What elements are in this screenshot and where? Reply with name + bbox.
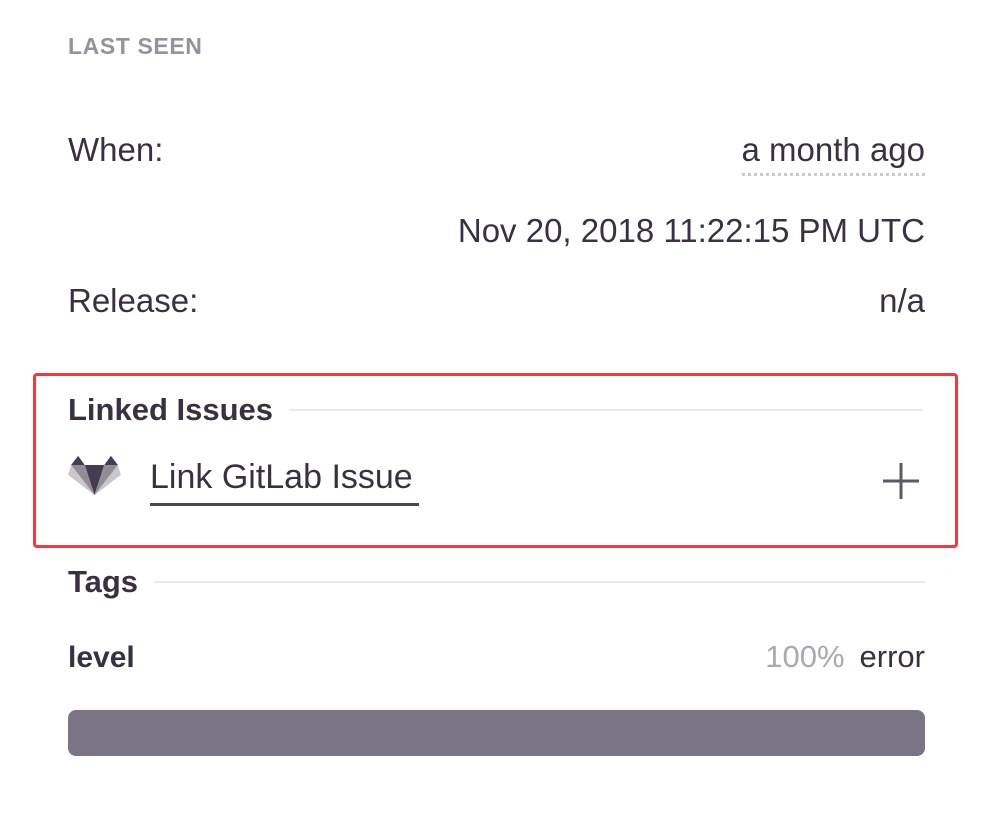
when-label: When: <box>68 131 164 168</box>
link-gitlab-issue-link[interactable]: Link GitLab Issue <box>150 456 419 506</box>
tags-heading: Tags <box>68 563 925 601</box>
heading-divider-line <box>154 581 925 583</box>
linked-issues-highlight-box: Linked Issues Link GitLab Issue <box>33 373 958 548</box>
when-row: When: a month ago <box>68 130 925 176</box>
release-row: Release: n/a <box>68 281 925 321</box>
tag-distribution-bar-fill <box>68 710 925 756</box>
tag-key-label[interactable]: level <box>68 641 135 674</box>
tag-stats: 100% error <box>765 639 925 675</box>
heading-divider-line <box>289 409 923 411</box>
link-gitlab-issue-row: Link GitLab Issue <box>68 453 923 509</box>
plus-icon <box>883 463 919 499</box>
release-value: n/a <box>879 282 925 319</box>
gitlab-tanuki-icon <box>68 453 121 509</box>
when-relative-time[interactable]: a month ago <box>741 130 925 176</box>
linked-issues-heading-label: Linked Issues <box>68 392 274 427</box>
add-linked-issue-button[interactable] <box>881 461 921 501</box>
release-label: Release: <box>68 282 199 319</box>
tag-distribution-bar[interactable] <box>68 710 925 756</box>
last-seen-timestamp: Nov 20, 2018 11:22:15 PM UTC <box>457 212 925 249</box>
last-seen-section-label: LAST SEEN <box>68 33 203 59</box>
tags-heading-label: Tags <box>68 564 139 599</box>
tag-top-value[interactable]: error <box>859 639 925 674</box>
linked-issues-heading: Linked Issues <box>68 391 923 429</box>
tag-percent-value: 100% <box>765 639 845 674</box>
tag-row-level: level 100% error <box>68 639 925 677</box>
